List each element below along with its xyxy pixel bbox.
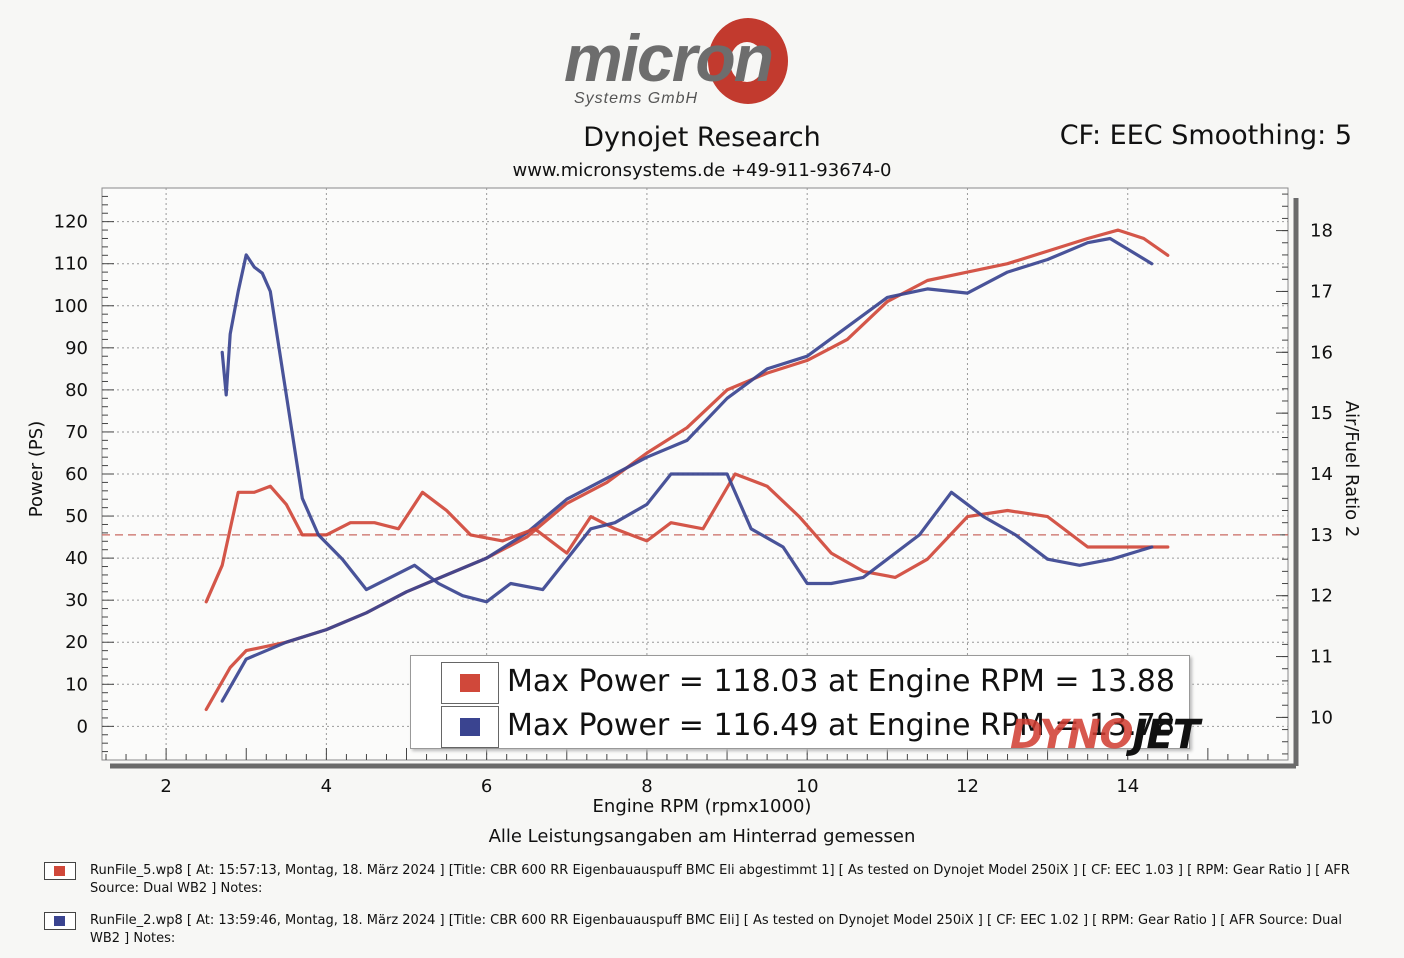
x-axis-label: Engine RPM (rpmx1000) <box>592 796 812 817</box>
y2-tick-label: 14 <box>1310 464 1333 485</box>
afr-line-run2 <box>220 253 1154 604</box>
x-tick-label: 4 <box>321 776 332 797</box>
y2-tick-label: 17 <box>1310 281 1333 302</box>
logo-wordmark: micron <box>564 21 774 95</box>
legend-text-run1: Max Power = 118.03 at Engine RPM = 13.88 <box>507 664 1175 699</box>
afr-line-run1 <box>204 472 1170 604</box>
y2-tick-label: 11 <box>1310 647 1333 668</box>
y2-tick-label: 18 <box>1310 221 1333 242</box>
y2-axis-label: Air/Fuel Ratio 2 <box>1341 401 1362 538</box>
y-tick-label: 110 <box>54 254 88 275</box>
y2-tick-label: 13 <box>1310 525 1333 546</box>
runfile-text-1: RunFile_5.wp8 [ At: 15:57:13, Montag, 18… <box>90 863 1350 896</box>
y-tick-label: 100 <box>54 296 88 317</box>
x-tick-label: 2 <box>160 776 171 797</box>
y2-tick-label: 15 <box>1310 403 1333 424</box>
x-tick-label: 12 <box>956 776 979 797</box>
y-tick-label: 30 <box>65 590 88 611</box>
runfile-swatch-1 <box>44 862 76 880</box>
y-tick-label: 80 <box>65 380 88 401</box>
y-tick-label: 0 <box>77 716 88 737</box>
contact-line: www.micronsystems.de +49-911-93674-0 <box>512 160 892 181</box>
micron-logo: micron Systems GmbH <box>560 14 850 114</box>
x-tick-label: 14 <box>1116 776 1139 797</box>
x-tick-label: 10 <box>796 776 819 797</box>
runfile-swatch-2 <box>44 912 76 930</box>
y-tick-label: 40 <box>65 548 88 569</box>
y2-tick-label: 16 <box>1310 342 1333 363</box>
runfile-text-2: RunFile_2.wp8 [ At: 13:59:46, Montag, 18… <box>90 913 1342 946</box>
legend-swatch-run1 <box>441 662 499 704</box>
x-tick-label: 6 <box>481 776 492 797</box>
y-tick-label: 120 <box>54 212 88 233</box>
y-tick-label: 60 <box>65 464 88 485</box>
y-tick-label: 90 <box>65 338 88 359</box>
measurement-note: Alle Leistungsangaben am Hinterrad gemes… <box>488 826 916 847</box>
y-axis-label: Power (PS) <box>26 421 47 517</box>
y2-tick-label: 10 <box>1310 707 1333 728</box>
report-title: Dynojet Research <box>583 122 821 153</box>
power-line-run2 <box>220 236 1154 703</box>
logo-subtitle: Systems GmbH <box>574 90 699 107</box>
dynojet-watermark: DYNOJET <box>1010 712 1200 758</box>
legend-text-run2: Max Power = 116.49 at Engine RPM = 13.78 <box>507 708 1175 743</box>
y-tick-label: 50 <box>65 506 88 527</box>
y-tick-label: 20 <box>65 632 88 653</box>
chart-legend: Max Power = 118.03 at Engine RPM = 13.88… <box>410 655 1190 749</box>
cf-smoothing: CF: EEC Smoothing: 5 <box>1059 120 1352 151</box>
y-tick-label: 70 <box>65 422 88 443</box>
x-tick-label: 8 <box>641 776 652 797</box>
y2-tick-label: 12 <box>1310 586 1333 607</box>
y-tick-label: 10 <box>65 674 88 695</box>
legend-swatch-run2 <box>441 706 499 748</box>
